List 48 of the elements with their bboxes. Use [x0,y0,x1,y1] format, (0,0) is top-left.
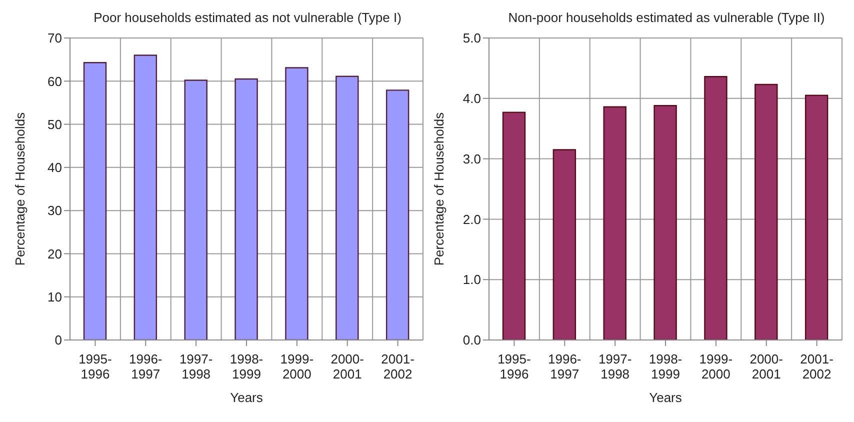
bar [654,105,677,340]
y-tick-label: 40 [48,160,62,176]
y-tick-label: 60 [48,74,62,89]
y-axis-title: Percentage of Households [12,112,28,266]
x-tick-label: 1998-1999 [648,352,682,382]
y-tick-label: 5.0 [462,30,481,46]
y-tick-label: 4.0 [462,91,481,106]
bar [386,90,410,340]
bar [603,106,626,340]
x-tick-label: 1997-1998 [179,352,213,382]
bar [184,80,208,340]
x-tick-label: 2001-2002 [381,352,414,382]
x-tick-label: 1996-1997 [548,352,582,382]
x-axis-title: Years [649,390,682,405]
chart-title: Poor households estimated as not vulnerable (Type I) [92,10,402,25]
y-tick-label: 2.0 [462,212,481,227]
y-tick-label: 30 [48,203,62,218]
y-tick-label: 70 [48,30,62,46]
bar [502,112,526,340]
x-tick-label: 1997-1998 [598,352,632,382]
y-axis-title: Percentage of Households [432,112,447,266]
bar [83,62,107,340]
x-axis-title: Years [230,390,264,405]
bar [552,149,576,340]
bar [804,94,828,340]
y-tick-label: 50 [48,116,62,132]
y-tick-label: 3.0 [462,151,481,166]
x-tick-label: 1999-2000 [699,352,733,382]
y-tick-label: 0.0 [462,332,481,348]
bar [234,78,258,340]
bar [336,76,359,340]
y-tick-label: 0 [54,332,62,348]
y-tick-label: 1.0 [462,272,481,288]
y-tick-label: 20 [48,246,62,262]
bar [134,54,158,340]
x-tick-label: 1995-1996 [78,352,112,382]
x-tick-label: 2001-2002 [800,352,834,382]
x-tick-label: 1995-1996 [498,352,531,382]
x-tick-label: 2000-2001 [750,352,783,382]
x-tick-label: 1996-1997 [129,352,162,382]
bar [704,76,728,340]
bar [754,84,778,340]
x-tick-label: 1999-2000 [280,352,314,382]
chart-title: Non-poor households estimated as vulnerable (Type II) [507,10,826,25]
bar [285,67,308,340]
x-tick-label: 1998-1999 [230,352,264,382]
y-tick-label: 10 [48,289,62,304]
x-tick-label: 2000-2001 [330,352,364,382]
